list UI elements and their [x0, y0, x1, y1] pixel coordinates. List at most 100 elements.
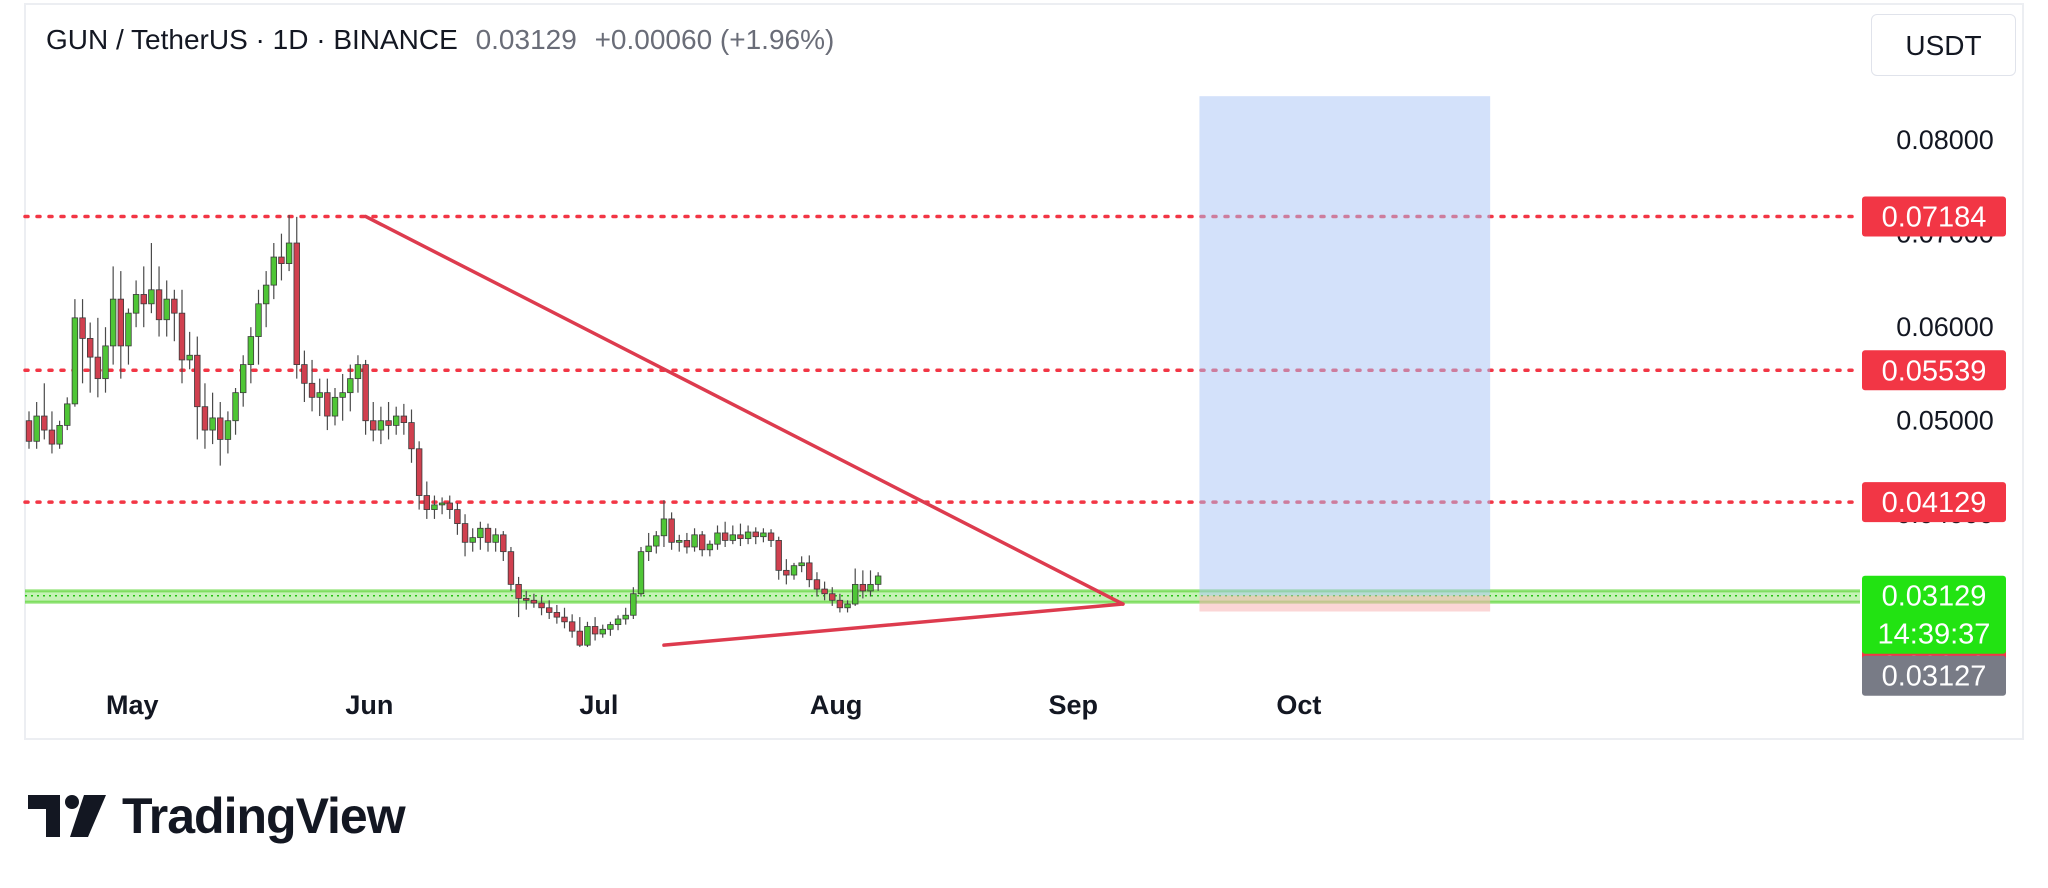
- time-axis[interactable]: May Jun Jul Aug Sep Oct: [106, 690, 1321, 720]
- candle[interactable]: [438, 502, 446, 506]
- candle[interactable]: [415, 448, 423, 496]
- candle[interactable]: [744, 531, 752, 539]
- candle[interactable]: [614, 618, 622, 626]
- candle[interactable]: [630, 593, 637, 616]
- candle[interactable]: [33, 415, 40, 442]
- candle[interactable]: [821, 588, 828, 595]
- candle[interactable]: [683, 540, 691, 548]
- candle[interactable]: [324, 392, 331, 417]
- candle[interactable]: [194, 354, 201, 408]
- candle[interactable]: [132, 294, 140, 314]
- candle[interactable]: [64, 403, 71, 426]
- candle[interactable]: [79, 317, 86, 339]
- candle[interactable]: [737, 534, 744, 539]
- candle[interactable]: [568, 621, 576, 632]
- candle[interactable]: [829, 593, 836, 601]
- candle[interactable]: [806, 562, 813, 581]
- candle[interactable]: [148, 289, 155, 305]
- candle[interactable]: [339, 392, 346, 398]
- candle[interactable]: [874, 575, 882, 585]
- candle[interactable]: [484, 527, 492, 543]
- position-tool-layer[interactable]: [1199, 96, 1491, 612]
- candle[interactable]: [117, 298, 124, 347]
- candle[interactable]: [507, 551, 515, 585]
- candle[interactable]: [423, 495, 430, 510]
- candle[interactable]: [278, 256, 285, 264]
- candle[interactable]: [301, 364, 308, 384]
- candles-layer[interactable]: [25, 214, 882, 648]
- candle[interactable]: [331, 396, 339, 417]
- candle[interactable]: [844, 603, 851, 609]
- candle[interactable]: [308, 382, 316, 398]
- candle[interactable]: [546, 607, 553, 613]
- trendlines-layer[interactable]: [363, 214, 1125, 647]
- candle[interactable]: [645, 545, 652, 553]
- candle[interactable]: [171, 298, 178, 314]
- candle[interactable]: [691, 534, 698, 548]
- candle[interactable]: [752, 531, 759, 538]
- candle[interactable]: [431, 504, 438, 510]
- candle[interactable]: [408, 422, 415, 450]
- candle[interactable]: [660, 518, 668, 537]
- candle[interactable]: [523, 598, 530, 601]
- descending-trendline[interactable]: [363, 214, 1125, 606]
- candle[interactable]: [721, 532, 729, 541]
- candle[interactable]: [530, 599, 538, 604]
- candle[interactable]: [867, 583, 874, 592]
- candle[interactable]: [178, 312, 186, 361]
- candle[interactable]: [706, 543, 714, 551]
- candle[interactable]: [461, 523, 469, 543]
- candle[interactable]: [285, 242, 293, 264]
- candle[interactable]: [140, 294, 147, 305]
- candle[interactable]: [622, 614, 629, 620]
- candle[interactable]: [500, 534, 507, 553]
- candle[interactable]: [239, 364, 247, 394]
- candle[interactable]: [859, 583, 867, 592]
- candle[interactable]: [255, 303, 262, 337]
- position-target-zone[interactable]: [1199, 96, 1491, 596]
- candle[interactable]: [48, 429, 56, 445]
- candle[interactable]: [262, 284, 270, 305]
- candle[interactable]: [209, 417, 216, 431]
- candle[interactable]: [591, 626, 599, 635]
- candle[interactable]: [767, 532, 775, 541]
- candle[interactable]: [813, 579, 821, 590]
- ascending-trendline[interactable]: [662, 602, 1125, 647]
- candle[interactable]: [637, 551, 645, 595]
- candle[interactable]: [25, 420, 33, 442]
- candle[interactable]: [94, 356, 102, 380]
- candle[interactable]: [247, 336, 255, 366]
- currency-button[interactable]: USDT: [1871, 14, 2016, 76]
- candle[interactable]: [217, 417, 224, 440]
- candle[interactable]: [102, 345, 109, 380]
- candle[interactable]: [607, 624, 614, 630]
- candle[interactable]: [87, 338, 94, 358]
- candle[interactable]: [186, 354, 193, 361]
- candle[interactable]: [224, 420, 232, 440]
- candle[interactable]: [561, 616, 568, 623]
- candle[interactable]: [584, 626, 591, 646]
- candle[interactable]: [370, 420, 377, 431]
- candle[interactable]: [714, 532, 721, 545]
- candle[interactable]: [41, 415, 48, 431]
- position-stop-zone[interactable]: [1199, 595, 1491, 612]
- candle[interactable]: [201, 406, 209, 431]
- candle[interactable]: [836, 599, 844, 609]
- candle[interactable]: [676, 540, 683, 543]
- candle[interactable]: [515, 583, 522, 599]
- candle[interactable]: [109, 298, 117, 347]
- candle[interactable]: [553, 612, 561, 618]
- candle[interactable]: [576, 630, 583, 646]
- candle[interactable]: [347, 378, 354, 394]
- candle[interactable]: [790, 565, 798, 576]
- candle[interactable]: [783, 569, 790, 576]
- candle[interactable]: [385, 420, 392, 426]
- candle[interactable]: [729, 534, 736, 541]
- candle[interactable]: [362, 364, 369, 422]
- candle[interactable]: [798, 562, 805, 567]
- candle[interactable]: [599, 628, 606, 635]
- candle[interactable]: [653, 535, 660, 547]
- candle[interactable]: [270, 256, 277, 286]
- candle[interactable]: [492, 534, 499, 543]
- candle[interactable]: [454, 509, 461, 524]
